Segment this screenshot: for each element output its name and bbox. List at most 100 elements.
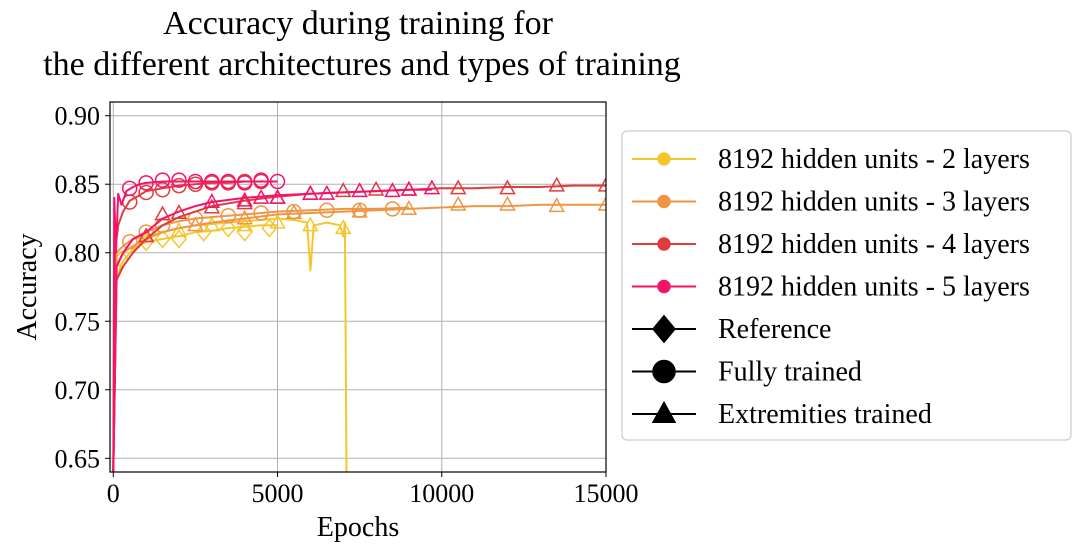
- y-tick-label: 0.70: [55, 376, 101, 405]
- data-point-triangle: [351, 202, 368, 218]
- data-point-diamond: [261, 218, 278, 238]
- data-point-circle: [171, 177, 187, 194]
- data-point-triangle: [187, 216, 204, 232]
- series-line-triangle: [112, 203, 606, 472]
- x-tick-label: 15000: [574, 479, 639, 508]
- data-point-triangle: [236, 194, 253, 210]
- data-point-triangle: [137, 227, 155, 243]
- data-point-triangle: [334, 182, 352, 198]
- data-point-circle: [154, 181, 171, 198]
- data-point-triangle: [449, 195, 467, 211]
- series-line-diamond: [112, 224, 278, 472]
- legend-item-6: Fully trained: [632, 357, 862, 388]
- data-point-circle: [138, 184, 154, 201]
- series-line-circle: [112, 206, 409, 472]
- data-point-circle: [121, 180, 138, 197]
- y-tick-label: 0.85: [55, 170, 101, 199]
- series-2: [112, 195, 606, 472]
- data-point-triangle: [236, 191, 253, 207]
- legend-label: Fully trained: [718, 357, 862, 388]
- data-point-circle: [269, 173, 286, 190]
- data-point-circle: [204, 173, 220, 190]
- chart-title-line-1: Accuracy during training for: [163, 5, 554, 42]
- legend-marker-circle: [657, 279, 671, 294]
- y-tick-label: 0.90: [55, 102, 101, 131]
- y-tick-label: 0.65: [55, 444, 101, 473]
- data-point-triangle: [334, 219, 352, 235]
- y-tick-label: 0.80: [55, 239, 101, 268]
- x-tick-label: 5000: [252, 479, 304, 508]
- data-point-circle: [154, 172, 171, 188]
- x-tick-label: 10000: [409, 479, 474, 508]
- data-point-triangle: [384, 182, 401, 198]
- y-axis-label: Accuracy: [12, 233, 43, 340]
- y-tick-label: 0.75: [55, 307, 101, 336]
- data-point-circle: [253, 205, 269, 221]
- x-tick-label: 0: [107, 479, 120, 508]
- plot-frame: [109, 101, 607, 473]
- data-point-triangle: [285, 204, 303, 219]
- data-point-triangle: [449, 179, 467, 195]
- data-point-triangle: [203, 216, 221, 232]
- series-1: [112, 213, 352, 472]
- x-axis-label: Epochs: [317, 512, 399, 543]
- data-point-triangle: [269, 189, 286, 204]
- data-point-triangle: [203, 193, 221, 209]
- legend-marker-triangle: [651, 400, 677, 423]
- gridlines: [110, 102, 607, 472]
- legend-label: 8192 hidden units - 5 layers: [718, 272, 1030, 303]
- data-point-triangle: [499, 195, 516, 211]
- series-line-triangle: [112, 184, 606, 472]
- data-point-circle: [138, 175, 154, 191]
- data-point-triangle: [548, 197, 566, 213]
- legend-item-4: 8192 hidden units - 5 layers: [632, 272, 1030, 303]
- data-point-triangle: [400, 180, 418, 196]
- data-point-triangle: [597, 195, 606, 211]
- data-point-triangle: [236, 209, 253, 225]
- data-point-triangle: [367, 180, 385, 196]
- legend: 8192 hidden units - 2 layers 8192 hidden …: [621, 130, 1072, 441]
- legend-item-3: 8192 hidden units - 4 layers: [632, 229, 1030, 260]
- legend-item-2: 8192 hidden units - 3 layers: [632, 187, 1030, 218]
- data-point-diamond: [236, 222, 253, 242]
- data-point-circle: [253, 172, 269, 188]
- axis-ticks: 0 5000 10000 15000 0.65 0.70 0.75 0.80 0.85 0.90: [55, 102, 639, 508]
- legend-marker-circle: [652, 359, 676, 384]
- legend-marker-circle: [657, 152, 671, 166]
- series-line-triangle: [112, 217, 348, 472]
- series-line-circle: [112, 180, 278, 472]
- legend-label: 8192 hidden units - 4 layers: [718, 229, 1030, 260]
- legend-label: Extremities trained: [718, 399, 932, 430]
- legend-item-1: 8192 hidden units - 2 layers: [632, 144, 1030, 175]
- legend-label: Reference: [718, 314, 831, 345]
- data-point-diamond: [220, 218, 237, 238]
- data-point-triangle: [203, 198, 221, 214]
- plot-lines: [112, 172, 606, 472]
- data-point-triangle: [351, 182, 368, 198]
- legend-label: 8192 hidden units - 2 layers: [718, 144, 1030, 175]
- data-point-triangle: [423, 179, 441, 195]
- data-point-triangle: [318, 184, 336, 200]
- data-point-diamond: [154, 229, 171, 249]
- data-point-triangle: [269, 213, 286, 229]
- data-point-circle: [220, 173, 237, 190]
- series-line-triangle: [112, 188, 432, 472]
- data-point-circle: [236, 175, 253, 191]
- data-point-diamond: [138, 232, 155, 252]
- data-point-diamond: [195, 222, 212, 242]
- legend-item-5: Reference: [632, 314, 831, 345]
- legend-marker-circle: [657, 237, 671, 251]
- series-4: [112, 172, 441, 472]
- data-point-circle: [171, 172, 187, 188]
- data-point-circle: [187, 173, 204, 190]
- data-point-circle: [220, 207, 237, 224]
- legend-label: 8192 hidden units - 3 layers: [718, 187, 1030, 218]
- legend-marker-diamond: [652, 314, 676, 344]
- data-point-triangle: [597, 176, 606, 192]
- legend-box: [621, 130, 1072, 441]
- data-point-triangle: [302, 184, 319, 200]
- legend-item-7: Extremities trained: [632, 399, 932, 430]
- data-point-triangle: [548, 176, 566, 192]
- data-point-triangle: [499, 179, 516, 195]
